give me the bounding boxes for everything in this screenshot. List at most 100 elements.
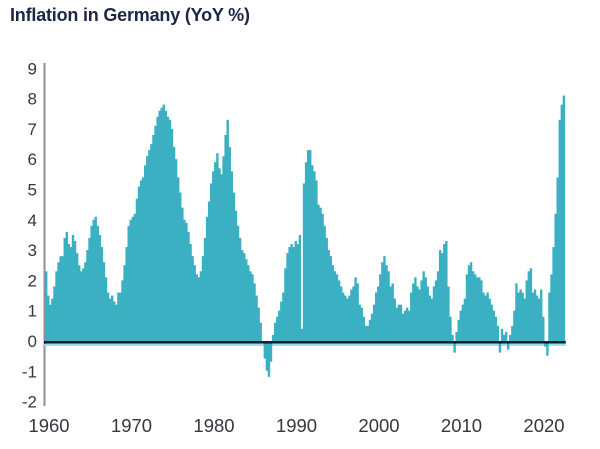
inflation-bar xyxy=(61,256,64,341)
inflation-bar xyxy=(141,177,145,341)
x-axis-tick-label: 1970 xyxy=(111,415,152,436)
inflation-bar xyxy=(127,225,130,341)
inflation-bar xyxy=(509,334,512,341)
inflation-bar xyxy=(158,110,161,341)
inflation-bar xyxy=(82,268,85,341)
inflation-bar xyxy=(296,244,300,341)
inflation-bar xyxy=(139,180,143,341)
inflation-bar xyxy=(451,334,454,341)
inflation-bar xyxy=(197,277,201,341)
inflation-bar xyxy=(393,298,396,341)
y-axis-tick-label: 8 xyxy=(28,90,37,109)
inflation-bar xyxy=(75,253,79,341)
inflation-bar xyxy=(467,265,471,341)
inflation-bar xyxy=(513,310,516,341)
inflation-bar xyxy=(212,171,215,341)
inflation-bar xyxy=(290,244,293,341)
inflation-bar xyxy=(552,247,555,341)
inflation-bar xyxy=(348,295,351,341)
inflation-bar xyxy=(63,237,66,341)
inflation-bar xyxy=(556,177,559,341)
inflation-bar xyxy=(403,310,407,341)
inflation-bar xyxy=(195,274,198,341)
inflation-bar xyxy=(174,159,178,341)
inflation-bar xyxy=(387,271,390,341)
inflation-bar xyxy=(102,262,106,341)
inflation-bar xyxy=(288,247,291,341)
inflation-bar xyxy=(271,334,275,341)
inflation-bar xyxy=(533,289,537,341)
inflation-bar xyxy=(412,283,415,341)
inflation-bar xyxy=(428,295,432,341)
inflation-bar xyxy=(94,216,97,341)
y-axis-tick-label: 0 xyxy=(28,332,37,351)
inflation-bar xyxy=(323,225,326,341)
inflation-bar xyxy=(445,241,448,341)
inflation-bar xyxy=(331,265,335,341)
inflation-bar xyxy=(498,341,502,353)
inflation-bar xyxy=(45,271,48,341)
inflation-bar xyxy=(210,183,213,341)
inflation-bar xyxy=(148,150,151,341)
inflation-bar xyxy=(496,325,500,341)
inflation-bar xyxy=(377,286,380,341)
y-axis-tick-label: 9 xyxy=(28,59,37,78)
inflation-bar xyxy=(282,292,285,341)
inflation-bar xyxy=(449,316,452,341)
inflation-bar xyxy=(292,247,295,341)
inflation-bar xyxy=(410,292,413,341)
inflation-bar xyxy=(313,171,316,341)
inflation-bar xyxy=(535,295,539,341)
inflation-bar xyxy=(304,162,308,341)
inflation-bar xyxy=(339,286,343,341)
inflation-bar xyxy=(554,213,557,341)
inflation-bar xyxy=(255,295,258,341)
inflation-bar xyxy=(243,253,246,341)
inflation-bar xyxy=(191,256,194,341)
inflation-bar xyxy=(463,298,467,341)
inflation-bar xyxy=(438,250,442,341)
inflation-bar xyxy=(482,292,485,341)
inflation-bar xyxy=(298,234,302,341)
inflation-bar xyxy=(259,322,262,341)
inflation-bar xyxy=(379,274,382,341)
inflation-bar xyxy=(273,322,277,341)
inflation-bar xyxy=(245,259,248,341)
inflation-bar xyxy=(527,271,531,341)
inflation-bar xyxy=(486,292,489,341)
inflation-bar xyxy=(488,298,491,341)
inflation-bar xyxy=(214,162,217,341)
inflation-bar xyxy=(504,331,508,341)
inflation-bar xyxy=(368,319,372,341)
x-axis-tick-label: 1980 xyxy=(193,415,234,436)
inflation-bar xyxy=(560,104,564,341)
inflation-bar xyxy=(269,341,273,362)
inflation-bar xyxy=(251,274,254,341)
inflation-bar xyxy=(146,156,149,341)
inflation-bar xyxy=(86,250,89,341)
inflation-bar xyxy=(71,234,75,341)
inflation-bar xyxy=(115,304,118,341)
inflation-bar xyxy=(315,180,318,341)
inflation-bar xyxy=(106,292,110,341)
inflation-bar xyxy=(385,265,388,341)
inflation-bar xyxy=(302,183,306,341)
inflation-bar xyxy=(135,198,139,341)
inflation-bar xyxy=(284,268,287,341)
inflation-bar xyxy=(517,292,520,341)
inflation-bar xyxy=(397,304,401,341)
inflation-bar xyxy=(362,316,366,341)
inflation-bar xyxy=(457,319,460,341)
inflation-bar xyxy=(500,328,504,341)
inflation-bar xyxy=(193,265,196,341)
y-axis-tick-label: 5 xyxy=(28,181,37,200)
inflation-bar xyxy=(443,244,446,341)
inflation-bar xyxy=(492,310,495,341)
inflation-bar xyxy=(531,292,535,341)
inflation-bar xyxy=(123,265,126,341)
inflation-bar xyxy=(160,107,163,341)
inflation-bar xyxy=(436,271,440,341)
inflation-bar xyxy=(432,286,436,341)
inflation-bar xyxy=(321,213,324,341)
